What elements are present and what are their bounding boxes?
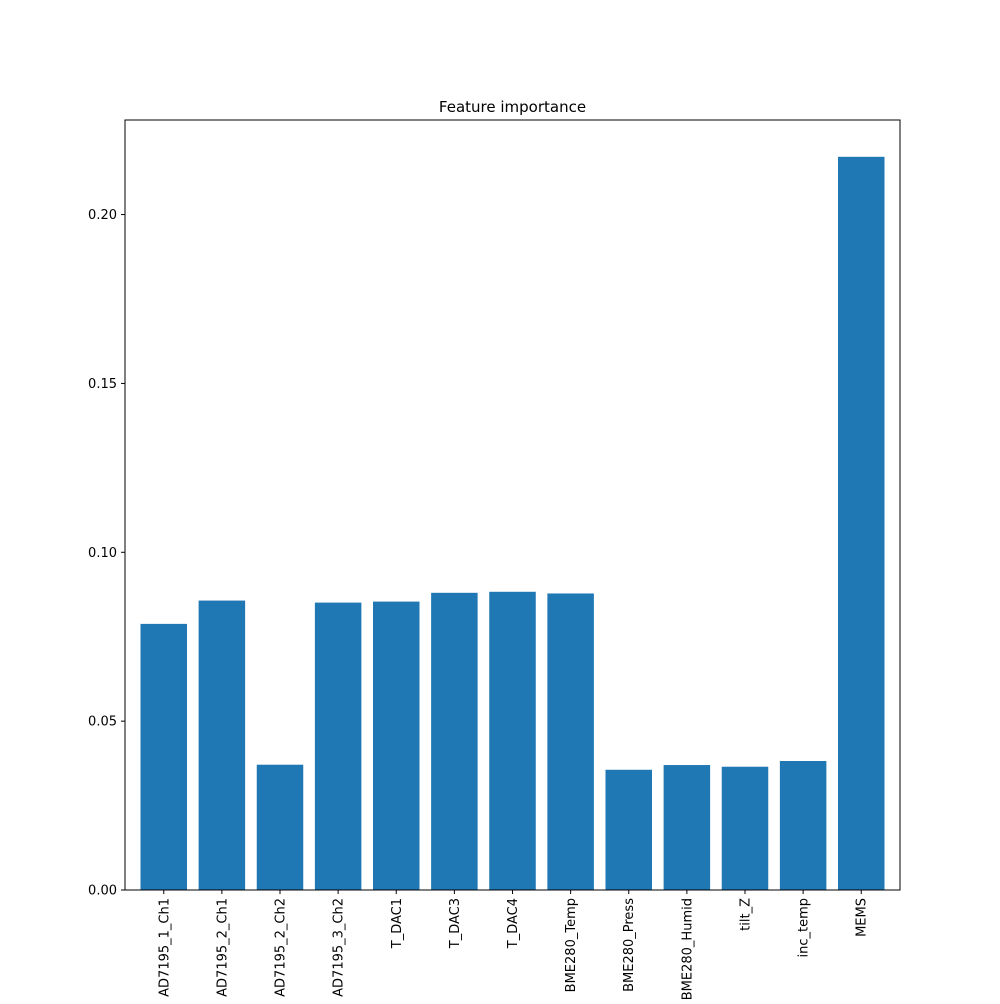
y-tick-label: 0.10 [88, 546, 117, 561]
bar [431, 592, 478, 890]
x-tick-label: T_DAC1 [390, 898, 405, 949]
x-tick-label: AD7195_2_Ch1 [215, 898, 230, 997]
bar [779, 760, 827, 890]
y-tick-label: 0.15 [88, 377, 117, 392]
x-tick-label: T_DAC3 [448, 898, 463, 949]
y-tick-label: 0.00 [88, 884, 117, 899]
bar [605, 769, 652, 890]
x-tick-label: inc_temp [797, 898, 812, 958]
plot-area: 0.00 0.05 0.10 0.15 0.20 AD7195_1_Ch1 AD7195_2… [88, 156, 885, 1000]
x-tick-label: BME280_Press [622, 898, 637, 992]
bar [547, 593, 594, 890]
bar [314, 602, 362, 890]
x-tick-label: AD7195_2_Ch2 [274, 898, 289, 997]
x-tick-label: tilt_Z [738, 898, 753, 931]
bar [663, 765, 711, 890]
x-tick-label: AD7195_1_Ch1 [157, 898, 172, 997]
bar [373, 601, 420, 890]
x-tick-label: MEMS [855, 898, 870, 937]
bar [140, 623, 188, 890]
x-tick-label: BME280_Humid [680, 898, 695, 1000]
bar [721, 766, 769, 890]
axes-frame [124, 119, 901, 891]
y-tick-label: 0.05 [88, 715, 117, 730]
x-tick-label: AD7195_3_Ch2 [332, 898, 347, 997]
x-tick-label: BME280_Temp [564, 898, 579, 992]
bar [256, 764, 304, 890]
bar [489, 591, 536, 890]
chart-title: Feature importance [439, 98, 586, 116]
y-tick-label: 0.20 [88, 208, 117, 223]
bar [198, 600, 246, 890]
bar [837, 156, 885, 890]
x-tick-label: T_DAC4 [506, 898, 521, 949]
